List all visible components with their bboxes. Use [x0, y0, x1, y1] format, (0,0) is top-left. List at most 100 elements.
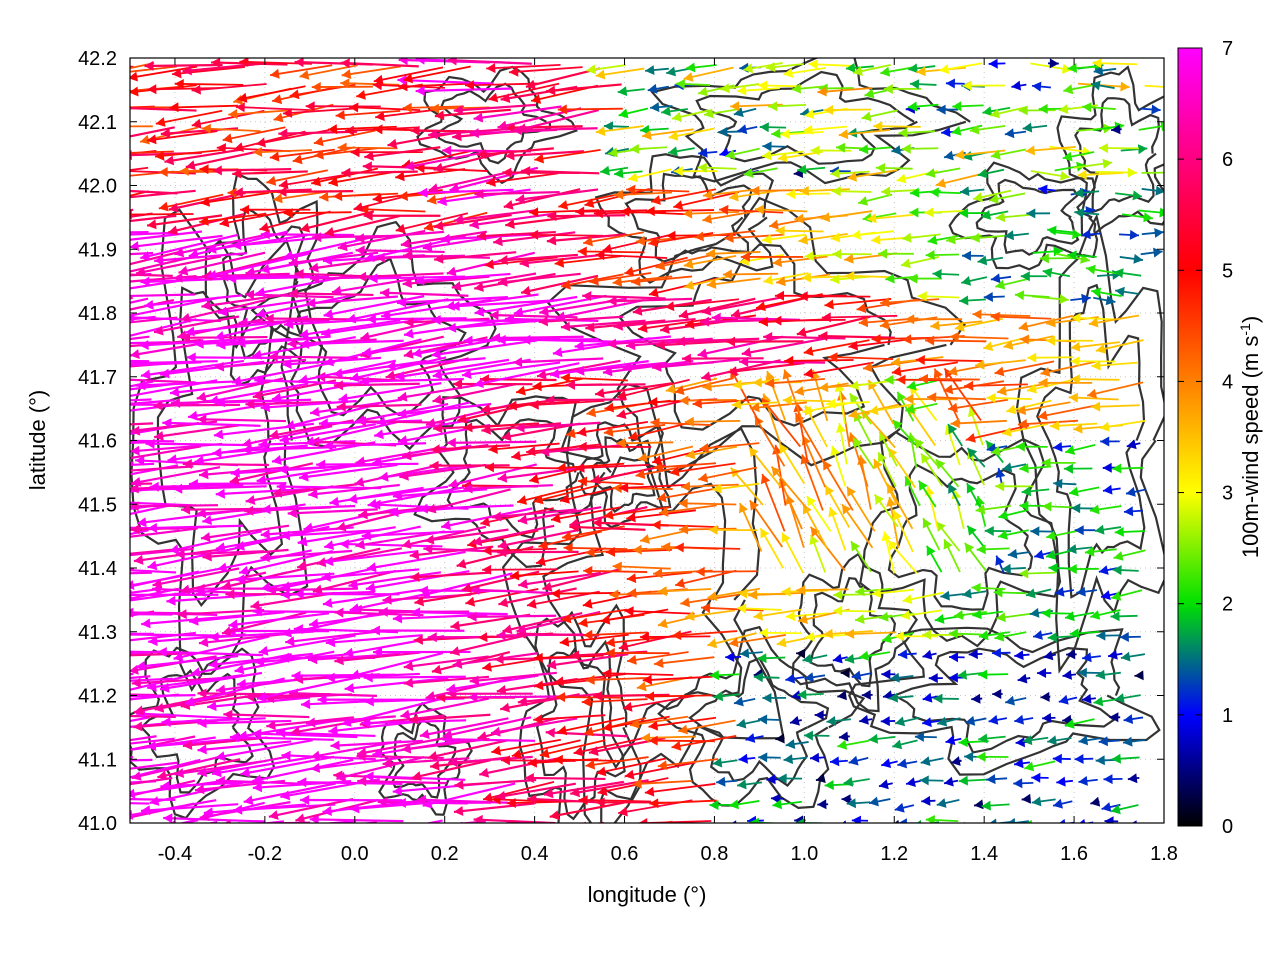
- wind-vector-head: [640, 534, 650, 544]
- wind-vector-head: [1154, 228, 1164, 238]
- wind-vector-head: [66, 620, 76, 630]
- wind-vector-head: [922, 630, 931, 640]
- wind-vector-head: [919, 481, 928, 491]
- wind-vector-head: [146, 829, 156, 839]
- wind-vector-head: [675, 578, 685, 588]
- wind-vector-head: [432, 665, 442, 675]
- wind-vector-head: [47, 275, 56, 285]
- wind-vector-head: [112, 269, 122, 279]
- wind-vector-head: [80, 793, 89, 803]
- wind-vector-head: [920, 775, 929, 785]
- wind-vector-head: [374, 429, 384, 439]
- wind-vector-head: [86, 784, 96, 794]
- wind-vector-head: [855, 614, 865, 624]
- wind-vector-head: [482, 662, 492, 672]
- wind-vector-head: [214, 429, 224, 439]
- wind-vector-shaft: [316, 464, 418, 465]
- wind-vector-head: [365, 697, 374, 707]
- wind-vector-shaft: [337, 405, 422, 407]
- wind-vector-shaft: [646, 210, 714, 211]
- wind-vector-head: [845, 654, 855, 664]
- wind-vector-head: [830, 756, 839, 766]
- wind-vector-shaft: [183, 464, 269, 465]
- wind-vector-head: [845, 629, 854, 639]
- wind-vector-head: [1014, 650, 1023, 660]
- wind-vector-head: [530, 400, 539, 410]
- wind-vector-head: [27, 353, 36, 363]
- wind-vector-head: [804, 346, 814, 356]
- wind-vector-head: [428, 751, 438, 761]
- wind-vector-head: [962, 251, 971, 261]
- wind-vector-head: [53, 396, 63, 406]
- wind-vector-head: [82, 200, 92, 210]
- wind-vector-head: [921, 756, 931, 766]
- wind-vector-head: [404, 678, 413, 688]
- wind-vector-head: [326, 637, 335, 647]
- wind-vector-head: [115, 342, 124, 352]
- wind-vector-shaft: [68, 423, 153, 427]
- wind-vector-shaft: [1139, 125, 1170, 130]
- wind-vector-head: [1124, 714, 1134, 724]
- wind-vector-head: [1075, 754, 1084, 764]
- wind-vector-head: [42, 754, 51, 764]
- wind-vector-head: [87, 152, 96, 162]
- wind-vector-head: [1090, 610, 1100, 620]
- wind-vector-shaft: [624, 258, 687, 274]
- wind-vector-head: [301, 699, 310, 709]
- wind-vector-head: [961, 276, 971, 286]
- wind-vector-head: [399, 191, 408, 201]
- wind-vector-head: [824, 300, 834, 310]
- wind-vector-head: [949, 652, 958, 662]
- wind-vector-head: [94, 338, 104, 348]
- wind-vector-head: [851, 230, 861, 240]
- wind-vector-head: [627, 573, 636, 583]
- wind-vector-head: [256, 138, 266, 148]
- wind-vector-head: [742, 347, 752, 357]
- wind-vector-shaft: [373, 823, 462, 842]
- wind-vector-shaft: [130, 505, 218, 506]
- wind-vector-head: [1104, 774, 1113, 784]
- wind-vector-head: [928, 235, 938, 245]
- wind-vector-head: [865, 89, 875, 99]
- wind-vector-head: [923, 693, 933, 703]
- wind-vector-head: [1048, 563, 1057, 573]
- wind-vector-head: [261, 582, 271, 592]
- wind-vector-shaft: [454, 210, 537, 221]
- wind-vector-shaft: [146, 444, 247, 445]
- wind-vector-head: [869, 797, 879, 807]
- wind-vector-shaft: [728, 825, 742, 826]
- wind-vector-head: [61, 252, 70, 262]
- wind-vector-head: [1076, 819, 1086, 829]
- wind-vector-head: [948, 403, 958, 413]
- wind-vector-head: [665, 301, 675, 311]
- wind-vector-shaft: [121, 822, 217, 842]
- wind-vector-head: [1060, 171, 1070, 181]
- wind-vector-head: [556, 692, 565, 702]
- wind-vector-head: [68, 422, 77, 432]
- wind-vector-head: [454, 806, 463, 816]
- wind-vector-head: [117, 630, 126, 640]
- wind-vector-shaft: [338, 147, 398, 148]
- x-tick-label: 1.8: [1150, 843, 1178, 865]
- wind-vector-head: [418, 188, 427, 198]
- wind-vector-head: [255, 657, 264, 667]
- wind-vector-head: [862, 112, 872, 122]
- wind-vector-shaft: [123, 214, 194, 215]
- wind-vector-head: [916, 355, 925, 365]
- wind-vector-head: [109, 533, 119, 543]
- wind-vector-head: [106, 467, 115, 477]
- wind-vector-head: [45, 375, 54, 385]
- wind-vector-head: [701, 371, 711, 381]
- wind-vector-head: [890, 820, 900, 830]
- wind-vector-head: [1135, 670, 1144, 680]
- x-tick-label: 1.6: [1060, 843, 1088, 865]
- wind-vector-head: [49, 711, 59, 721]
- wind-vector-head: [86, 601, 96, 611]
- wind-vector-head: [892, 366, 902, 376]
- wind-vector-head: [259, 222, 269, 232]
- wind-vector-head: [547, 236, 556, 246]
- wind-vector-shaft: [784, 360, 853, 361]
- wind-vector-shaft: [584, 189, 649, 205]
- wind-vector-head: [773, 257, 783, 267]
- wind-vector-head: [935, 614, 945, 624]
